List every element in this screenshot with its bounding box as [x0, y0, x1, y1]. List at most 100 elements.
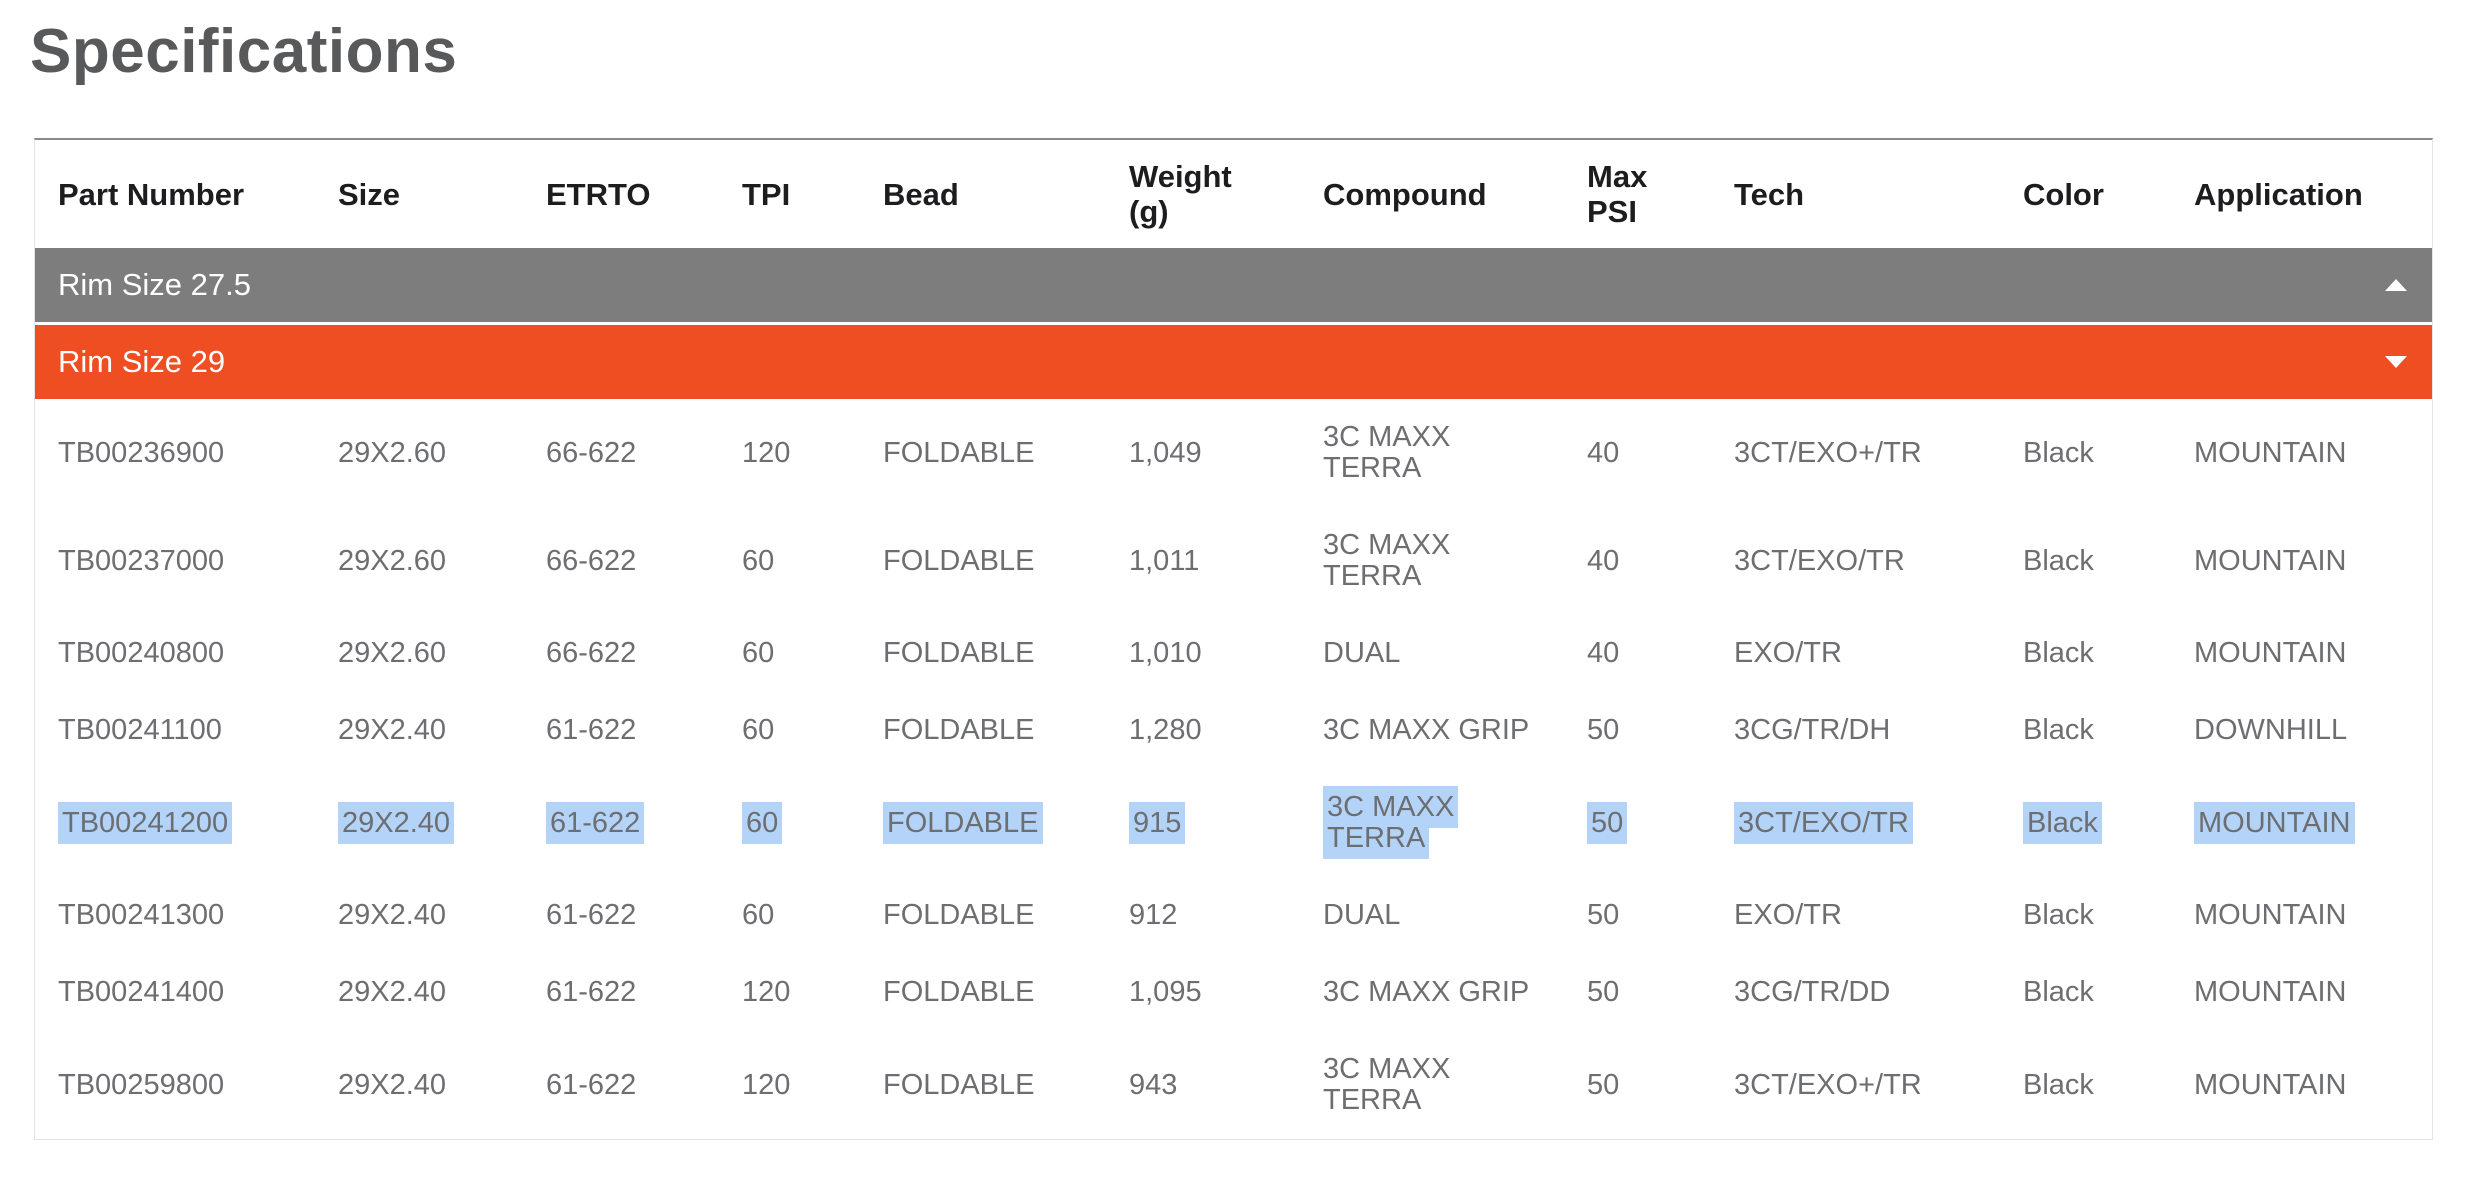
spec-table: Part Number Size ETRTO TPI Bead Weight (… — [34, 138, 2433, 1140]
cell-weight: 1,049 — [1129, 436, 1202, 469]
cell-tech: 3CT/EXO+/TR — [1734, 436, 1922, 469]
section-row-rim-27-5: Rim Size 27.5 — [35, 248, 2432, 324]
cell-tpi: 120 — [742, 436, 791, 469]
table-row-selected: TB00241200 29X2.40 61-622 60 FOLDABLE 91… — [35, 769, 2432, 877]
cell-max-psi: 50 — [1587, 899, 1620, 931]
cell-compound: 3C MAXX GRIP — [1323, 714, 1530, 746]
cell-compound: DUAL — [1323, 899, 1401, 931]
selected-text: FOLDABLE — [883, 801, 1043, 844]
cell-max-psi: 50 — [1587, 1068, 1620, 1101]
cell-application: MOUNTAIN — [2194, 899, 2347, 931]
cell-application: MOUNTAIN — [2171, 769, 2432, 877]
cell-tpi: 120 — [742, 976, 791, 1008]
cell-color: Black — [2023, 544, 2094, 577]
col-header-tech: Tech — [1734, 176, 1805, 212]
col-header-compound: Compound — [1323, 176, 1487, 212]
selected-text: TB00241200 — [58, 801, 233, 844]
cell-tpi: 60 — [719, 769, 860, 877]
cell-tech: 3CT/EXO+/TR — [1734, 1068, 1922, 1101]
cell-size: 29X2.40 — [338, 1068, 447, 1101]
cell-max-psi: 40 — [1587, 544, 1620, 577]
cell-etrto: 66-622 — [546, 436, 637, 469]
cell-compound: 3C MAXX TERRA — [1300, 769, 1564, 877]
col-header-color: Color — [2023, 176, 2104, 212]
cell-part-number: TB00241200 — [35, 769, 315, 877]
cell-bead: FOLDABLE — [883, 544, 1035, 577]
selected-text: 29X2.40 — [338, 801, 455, 844]
selected-text: 3CT/EXO/TR — [1734, 801, 1913, 844]
cell-etrto: 61-622 — [546, 976, 637, 1008]
table-row: TB00237000 29X2.60 66-622 60 FOLDABLE 1,… — [35, 507, 2432, 615]
cell-weight: 915 — [1106, 769, 1300, 877]
cell-compound: DUAL — [1323, 637, 1401, 669]
cell-compound: 3C MAXX GRIP — [1323, 976, 1530, 1008]
section-label: Rim Size 29 — [58, 344, 226, 379]
cell-color: Black — [2023, 436, 2094, 469]
cell-color: Black — [2023, 899, 2094, 931]
col-header-bead: Bead — [883, 176, 959, 212]
cell-color: Black — [2000, 769, 2171, 877]
cell-tpi: 60 — [742, 899, 775, 931]
table-row: TB00241100 29X2.40 61-622 60 FOLDABLE 1,… — [35, 692, 2432, 769]
selected-text: 60 — [742, 801, 783, 844]
cell-part-number: TB00241100 — [58, 714, 222, 746]
chevron-up-icon[interactable] — [2385, 279, 2407, 291]
section-header-rim-27-5[interactable]: Rim Size 27.5 — [35, 248, 2432, 324]
cell-weight: 912 — [1129, 899, 1178, 931]
table-row: TB00236900 29X2.60 66-622 120 FOLDABLE 1… — [35, 399, 2432, 507]
cell-compound: 3C MAXX TERRA — [1323, 1053, 1451, 1116]
cell-color: Black — [2023, 976, 2094, 1008]
cell-tech: 3CG/TR/DH — [1734, 714, 1891, 746]
cell-size: 29X2.40 — [338, 899, 447, 931]
cell-tech: EXO/TR — [1734, 637, 1842, 669]
table-row: TB00241300 29X2.40 61-622 60 FOLDABLE 91… — [35, 877, 2432, 954]
cell-max-psi: 50 — [1587, 714, 1620, 746]
cell-tpi: 60 — [742, 544, 775, 577]
cell-weight: 1,095 — [1129, 976, 1202, 1008]
cell-application: DOWNHILL — [2194, 714, 2348, 746]
cell-weight: 943 — [1129, 1068, 1178, 1101]
cell-etrto: 61-622 — [546, 714, 637, 746]
col-header-part-number: Part Number — [58, 176, 245, 212]
cell-size: 29X2.40 — [315, 769, 523, 877]
selected-text: 915 — [1129, 801, 1186, 844]
cell-size: 29X2.60 — [338, 637, 447, 669]
cell-compound: 3C MAXX TERRA — [1323, 421, 1451, 484]
table-row: TB00240800 29X2.60 66-622 60 FOLDABLE 1,… — [35, 615, 2432, 692]
cell-bead: FOLDABLE — [883, 436, 1035, 469]
col-header-max-psi: Max PSI — [1587, 159, 1648, 229]
cell-part-number: TB00241300 — [58, 899, 225, 931]
cell-part-number: TB00240800 — [58, 637, 225, 669]
cell-tpi: 120 — [742, 1068, 791, 1101]
cell-application: MOUNTAIN — [2194, 436, 2347, 469]
spec-table-grid: Part Number Size ETRTO TPI Bead Weight (… — [35, 140, 2432, 1139]
cell-size: 29X2.60 — [338, 436, 447, 469]
selected-text: MOUNTAIN — [2194, 801, 2355, 844]
cell-weight: 1,280 — [1129, 714, 1202, 746]
cell-application: MOUNTAIN — [2194, 544, 2347, 577]
cell-size: 29X2.40 — [338, 714, 447, 746]
cell-part-number: TB00259800 — [58, 1068, 225, 1101]
cell-bead: FOLDABLE — [883, 976, 1035, 1008]
selected-text: Black — [2023, 801, 2102, 844]
table-row: TB00259800 29X2.40 61-622 120 FOLDABLE 9… — [35, 1031, 2432, 1139]
cell-etrto: 61-622 — [523, 769, 719, 877]
cell-bead: FOLDABLE — [883, 637, 1035, 669]
chevron-down-icon[interactable] — [2385, 356, 2407, 368]
cell-max-psi: 50 — [1564, 769, 1711, 877]
section-header-rim-29[interactable]: Rim Size 29 — [35, 322, 2432, 399]
cell-tech: 3CG/TR/DD — [1734, 976, 1891, 1008]
cell-etrto: 61-622 — [546, 899, 637, 931]
cell-weight: 1,011 — [1129, 544, 1200, 577]
cell-bead: FOLDABLE — [860, 769, 1106, 877]
table-row: TB00241400 29X2.40 61-622 120 FOLDABLE 1… — [35, 954, 2432, 1031]
col-header-weight: Weight (g) — [1129, 159, 1232, 229]
selected-text: 50 — [1587, 801, 1628, 844]
specifications-page: Specifications Part Number Size ETRTO TP… — [0, 16, 2472, 1140]
cell-max-psi: 40 — [1587, 637, 1620, 669]
col-header-size: Size — [338, 176, 401, 212]
cell-max-psi: 50 — [1587, 976, 1620, 1008]
cell-application: MOUNTAIN — [2194, 976, 2347, 1008]
col-header-application: Application — [2194, 176, 2363, 212]
cell-etrto: 66-622 — [546, 637, 637, 669]
